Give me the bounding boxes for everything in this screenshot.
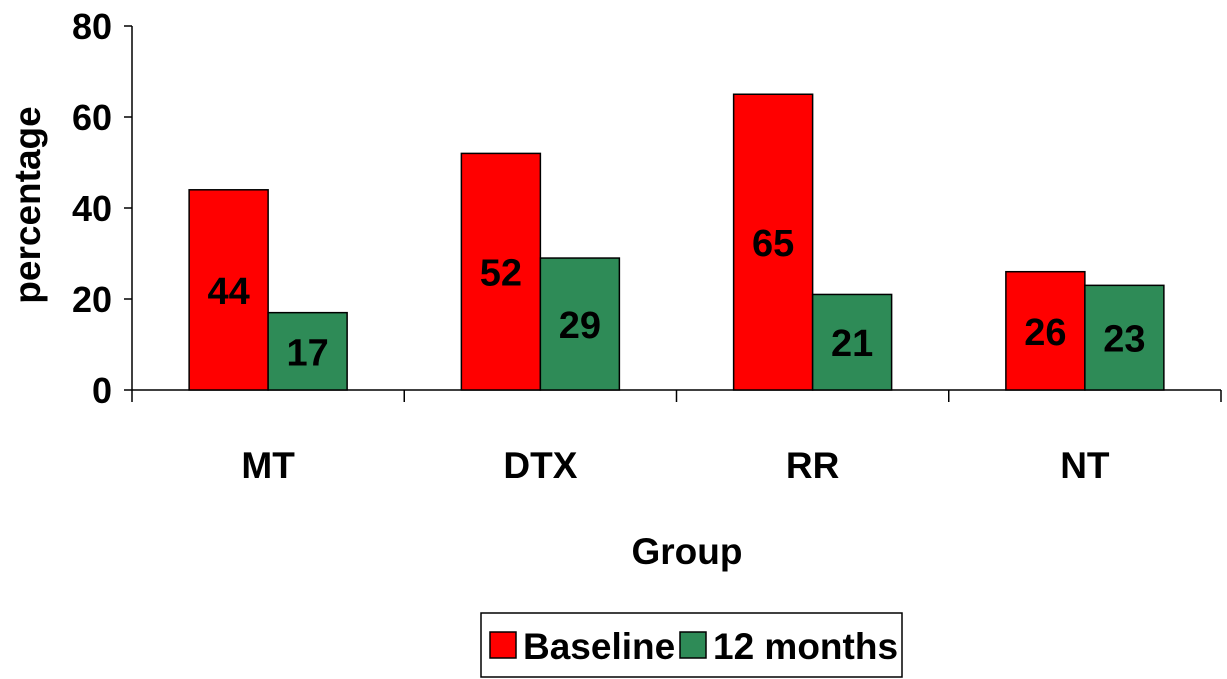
- bar-nt-baseline: [1005, 270, 1086, 391]
- bar-mt-12-months: [267, 311, 348, 391]
- bar-dtx-baseline: [460, 152, 542, 391]
- x-tick-label: MT: [241, 445, 295, 486]
- data-label: 26: [1024, 312, 1066, 354]
- bar-nt-12-months: [1084, 284, 1165, 391]
- y-axis-title: percentage: [7, 106, 48, 303]
- y-tick-label: 0: [92, 370, 112, 411]
- bars: [188, 93, 1165, 391]
- data-label: 17: [286, 332, 328, 374]
- legend: Baseline 12 months: [480, 612, 903, 678]
- data-label: 23: [1103, 319, 1145, 361]
- x-tick-label: DTX: [503, 445, 577, 486]
- y-tick-label: 60: [72, 97, 112, 138]
- y-tick-label: 40: [72, 188, 112, 229]
- y-tick-label: 80: [72, 6, 112, 47]
- bar-rr-12-months: [811, 293, 893, 391]
- bar-dtx-12-months: [539, 257, 621, 391]
- y-tick-label: 20: [72, 279, 112, 320]
- bar-mt-baseline: [188, 189, 269, 391]
- x-tick-label: RR: [786, 445, 839, 486]
- x-axis: MT DTX RR NT: [131, 389, 1222, 486]
- x-tick-label: NT: [1060, 445, 1110, 486]
- data-label: 52: [480, 253, 522, 295]
- x-axis-title: Group: [632, 531, 743, 572]
- legend-swatch: [489, 631, 517, 659]
- y-axis: 0 20 40 60 80: [72, 6, 133, 411]
- legend-swatch: [679, 631, 707, 659]
- bar-rr-baseline: [732, 93, 814, 391]
- data-label: 21: [831, 323, 873, 365]
- data-label: 29: [559, 305, 601, 347]
- data-labels: 44 17 52 29 65 21 26 23: [207, 223, 1145, 374]
- data-label: 44: [207, 271, 249, 313]
- data-label: 65: [752, 223, 794, 265]
- legend-label: 12 months: [713, 626, 898, 667]
- legend-label: Baseline: [523, 626, 675, 667]
